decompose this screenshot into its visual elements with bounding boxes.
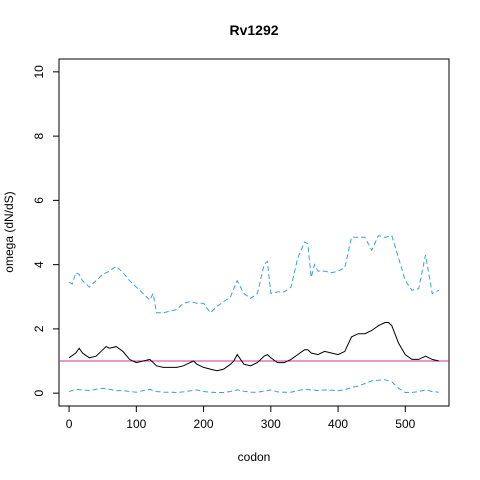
- y-tick-label: 2: [32, 325, 46, 332]
- x-tick-label: 100: [126, 417, 146, 431]
- y-tick-label: 10: [32, 65, 46, 79]
- x-axis-label: codon: [238, 450, 271, 464]
- y-tick-label: 8: [32, 132, 46, 139]
- series-lines: [59, 235, 449, 394]
- y-tick-label: 4: [32, 261, 46, 268]
- x-tick-label: 200: [194, 417, 214, 431]
- x-tick-label: 300: [261, 417, 281, 431]
- y-axis-label: omega (dN/dS): [2, 191, 16, 272]
- y-tick-label: 0: [32, 389, 46, 396]
- y-tick-label: 6: [32, 197, 46, 204]
- x-tick-label: 400: [328, 417, 348, 431]
- y-axis: 0 2 4 6 8 10: [32, 65, 59, 396]
- x-tick-label: 500: [395, 417, 415, 431]
- lower-bound-line: [68, 379, 439, 394]
- x-axis: 0 100 200 300 400 500: [66, 406, 416, 431]
- x-tick-label: 0: [66, 417, 73, 431]
- omega-estimate-line: [68, 322, 440, 372]
- upper-bound-line: [68, 235, 440, 314]
- chart-title: Rv1292: [229, 22, 278, 38]
- plot-frame: [58, 58, 450, 407]
